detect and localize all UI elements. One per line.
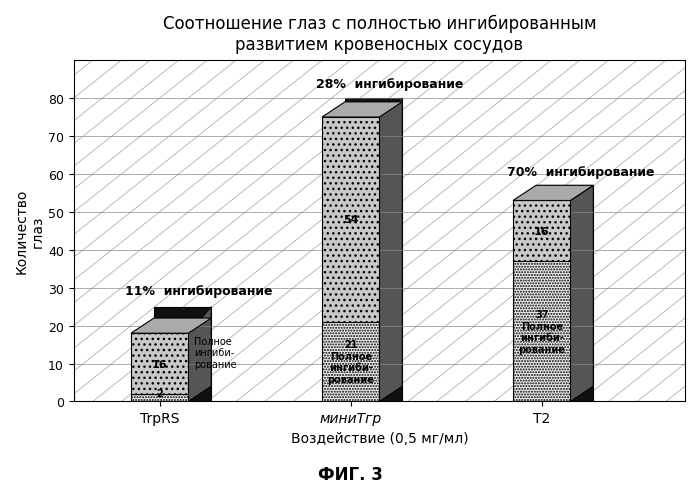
- Text: Полное
ингиби-
рование: Полное ингиби- рование: [194, 336, 237, 369]
- Bar: [131, 333, 188, 394]
- Text: 37
Полное
ингиби-
рование: 37 Полное ингиби- рование: [518, 309, 565, 354]
- Text: 2: 2: [156, 388, 163, 398]
- Text: 11%  ингибирование: 11% ингибирование: [125, 285, 273, 298]
- Polygon shape: [131, 318, 211, 333]
- Text: ФИГ. 3: ФИГ. 3: [318, 465, 382, 483]
- Bar: [131, 394, 188, 402]
- Text: 16: 16: [152, 359, 167, 369]
- Bar: [322, 118, 379, 322]
- Bar: [154, 307, 211, 402]
- Polygon shape: [322, 103, 402, 118]
- Bar: [322, 322, 379, 402]
- Y-axis label: Количество
глаз: Количество глаз: [15, 189, 46, 274]
- Text: 21
Полное
ингиби-
рование: 21 Полное ингиби- рование: [327, 340, 375, 384]
- Bar: [513, 201, 570, 262]
- Text: 28%  ингибирование: 28% ингибирование: [316, 78, 463, 91]
- Bar: [513, 262, 570, 402]
- Text: 70%  ингибирование: 70% ингибирование: [508, 166, 654, 178]
- Bar: [345, 99, 402, 402]
- X-axis label: Воздействие (0,5 мг/мл): Воздействие (0,5 мг/мл): [290, 431, 468, 445]
- Polygon shape: [379, 99, 402, 402]
- Polygon shape: [513, 186, 594, 201]
- Bar: [536, 186, 594, 402]
- Text: 16: 16: [534, 227, 550, 236]
- Polygon shape: [570, 186, 594, 402]
- Title: Соотношение глаз с полностью ингибированным
развитием кровеносных сосудов: Соотношение глаз с полностью ингибирован…: [162, 15, 596, 54]
- Text: 54: 54: [343, 215, 358, 225]
- Polygon shape: [188, 307, 211, 402]
